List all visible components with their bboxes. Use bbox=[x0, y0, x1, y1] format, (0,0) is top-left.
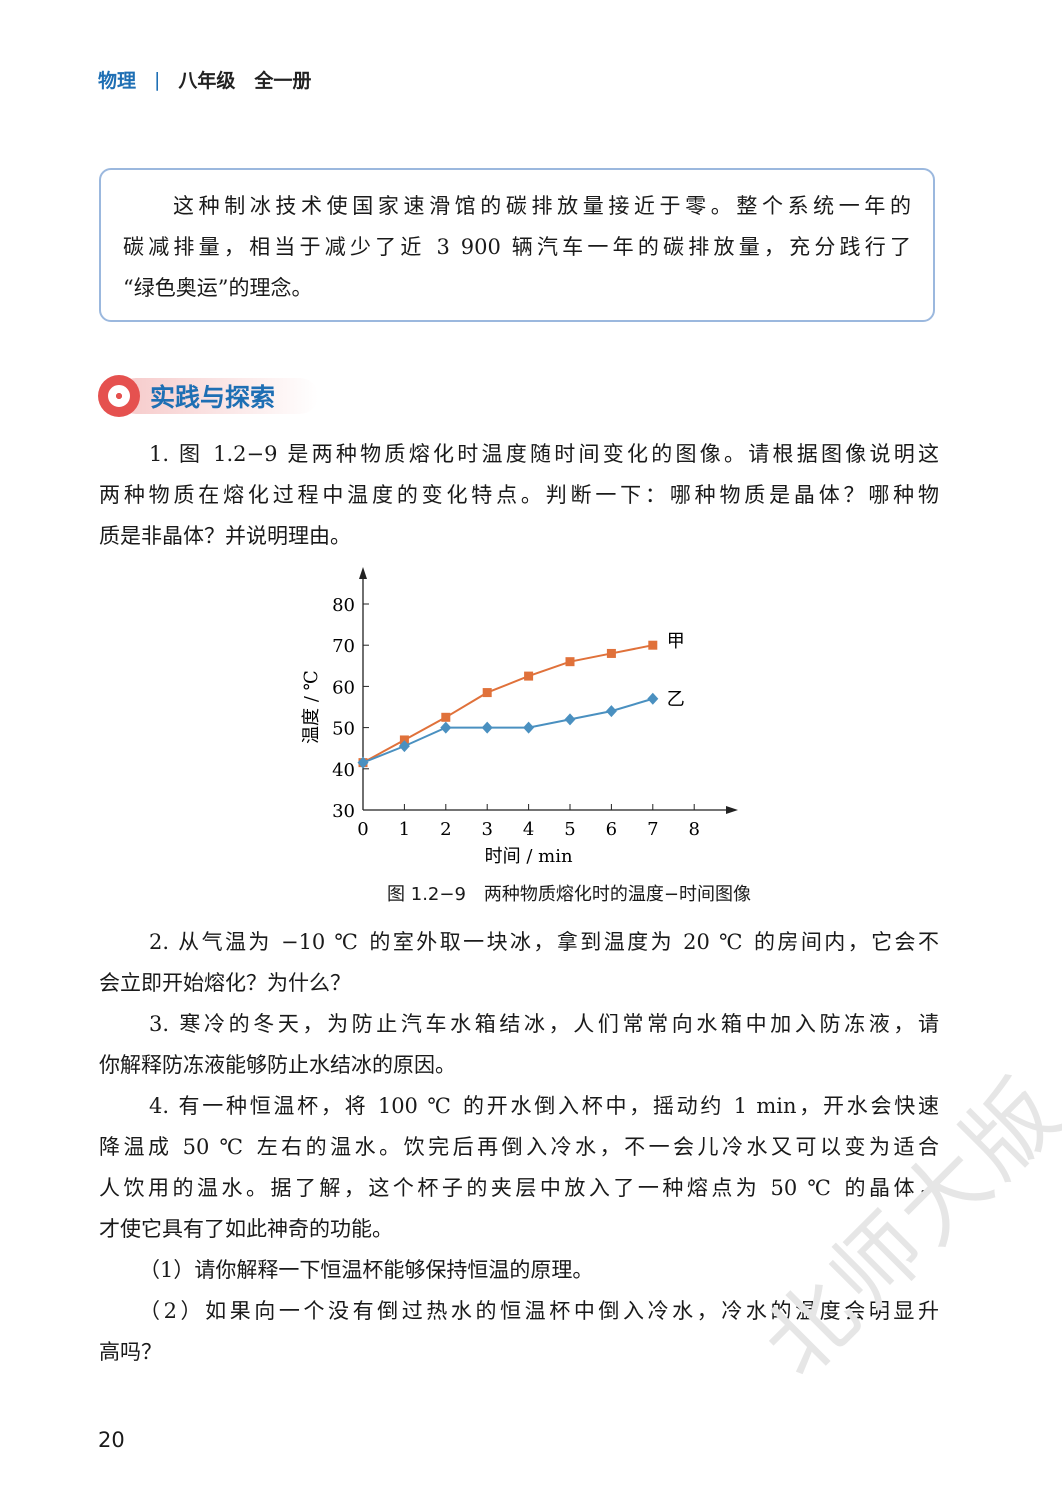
text-line: （2）如果向一个没有倒过热水的恒温杯中倒入冷水，冷水的温度会明显升 bbox=[139, 1299, 939, 1323]
question-2: 2. 从气温为 −10 ℃ 的室外取一块冰，拿到温度为 20 ℃ 的房间内，它会… bbox=[99, 922, 939, 1004]
text-line: 质是非晶体？并说明理由。 bbox=[99, 524, 351, 548]
subject-label: 物理 bbox=[98, 70, 137, 92]
text-line: 3. 寒冷的冬天，为防止汽车水箱结冰，人们常常向水箱中加入防冻液，请 bbox=[149, 1012, 939, 1036]
y-tick-label: 60 bbox=[332, 677, 355, 698]
data-point bbox=[647, 692, 659, 705]
text-line: 2. 从气温为 −10 ℃ 的室外取一块冰，拿到温度为 20 ℃ 的房间内，它会… bbox=[149, 930, 939, 954]
x-tick-label: 5 bbox=[564, 819, 575, 840]
text-line: 降温成 50 ℃ 左右的温水。饮完后再倒入冷水，不一会儿冷水又可以变为适合 bbox=[99, 1135, 939, 1159]
data-point bbox=[481, 721, 493, 734]
data-point bbox=[399, 735, 409, 745]
text-line: 你解释防冻液能够防止水结冰的原因。 bbox=[99, 1053, 456, 1077]
header-separator: | bbox=[154, 68, 161, 91]
question-3: 3. 寒冷的冬天，为防止汽车水箱结冰，人们常常向水箱中加入防冻液，请 你解释防冻… bbox=[99, 1004, 939, 1086]
y-tick-label: 40 bbox=[332, 760, 355, 781]
data-point bbox=[565, 657, 575, 667]
page-number: 20 bbox=[98, 1428, 125, 1452]
data-point bbox=[398, 740, 410, 753]
text-line: 4. 有一种恒温杯，将 100 ℃ 的开水倒入杯中，摇动约 1 min，开水会快… bbox=[149, 1094, 939, 1118]
x-tick-label: 8 bbox=[688, 819, 699, 840]
section-banner bbox=[118, 378, 318, 414]
x-tick-label: 0 bbox=[357, 819, 368, 840]
x-axis-label: 时间 / min bbox=[485, 846, 573, 867]
question-4-1: （1）请你解释一下恒温杯能够保持恒温的原理。 bbox=[99, 1250, 939, 1291]
data-point bbox=[523, 721, 535, 734]
question-4: 4. 有一种恒温杯，将 100 ℃ 的开水倒入杯中，摇动约 1 min，开水会快… bbox=[99, 1086, 939, 1250]
data-point bbox=[606, 648, 616, 658]
target-icon bbox=[98, 375, 140, 417]
x-tick-label: 6 bbox=[606, 819, 617, 840]
question-4-2: （2）如果向一个没有倒过热水的恒温杯中倒入冷水，冷水的温度会明显升 高吗？ bbox=[99, 1291, 939, 1373]
x-axis-arrow-icon bbox=[726, 806, 738, 814]
text-line: 高吗？ bbox=[99, 1340, 162, 1364]
data-point bbox=[648, 640, 658, 650]
series-label: 甲 bbox=[667, 631, 685, 652]
series-line-1 bbox=[362, 697, 654, 764]
y-axis-label: 温度 / ℃ bbox=[301, 670, 322, 744]
y-tick-label: 80 bbox=[332, 595, 355, 616]
data-point bbox=[564, 713, 576, 726]
series-label: 乙 bbox=[667, 689, 685, 710]
temperature-time-chart: 0 1 2 3 4 5 6 7 8 30 40 50 60 70 80 时间 / min 温度 / ℃ 甲乙 bbox=[301, 567, 738, 867]
text-line: （1）请你解释一下恒温杯能够保持恒温的原理。 bbox=[139, 1258, 594, 1282]
y-tick-label: 70 bbox=[332, 636, 355, 657]
y-tick-label: 50 bbox=[332, 719, 355, 740]
text-line: 人饮用的温水。据了解，这个杯子的夹层中放入了一种熔点为 50 ℃ 的晶体， bbox=[99, 1176, 939, 1200]
info-line: 这种制冰技术使国家速滑馆的碳排放量接近于零。整个系统一年的 bbox=[173, 194, 911, 218]
text-line: 会立即开始熔化？为什么？ bbox=[99, 971, 351, 995]
x-tick-label: 4 bbox=[523, 819, 534, 840]
data-point bbox=[440, 721, 452, 734]
text-line: 1. 图 1.2−9 是两种物质熔化时温度随时间变化的图像。请根据图像说明这 bbox=[149, 442, 939, 466]
data-point bbox=[441, 712, 451, 722]
data-point bbox=[357, 756, 369, 769]
grade-label: 八年级 全一册 bbox=[178, 70, 312, 92]
y-axis-arrow-icon bbox=[359, 567, 367, 579]
x-tick-label: 1 bbox=[399, 819, 410, 840]
data-point bbox=[605, 705, 617, 718]
section-title: 实践与探索 bbox=[150, 383, 276, 412]
info-box: 这种制冰技术使国家速滑馆的碳排放量接近于零。整个系统一年的 碳减排量，相当于减少… bbox=[99, 168, 935, 322]
x-tick-label: 3 bbox=[481, 819, 492, 840]
series-line-0 bbox=[362, 644, 653, 764]
y-tick-label: 30 bbox=[332, 801, 355, 822]
info-line: 碳减排量，相当于减少了近 3 900 辆汽车一年的碳排放量，充分践行了 bbox=[123, 235, 911, 259]
text-line: 两种物质在熔化过程中温度的变化特点。判断一下：哪种物质是晶体？哪种物 bbox=[99, 483, 939, 507]
running-header: 物理 | 八年级 全一册 bbox=[98, 66, 311, 93]
section-heading: 实践与探索 bbox=[98, 374, 318, 418]
question-1: 1. 图 1.2−9 是两种物质熔化时温度随时间变化的图像。请根据图像说明这 两… bbox=[99, 434, 939, 557]
data-point bbox=[482, 688, 492, 698]
figure-caption: 图 1.2−9 两种物质熔化时的温度−时间图像 bbox=[387, 884, 751, 905]
data-point bbox=[524, 671, 534, 681]
x-tick-label: 7 bbox=[647, 819, 658, 840]
text-line: 才使它具有了如此神奇的功能。 bbox=[99, 1217, 393, 1241]
info-line: “绿色奥运”的理念。 bbox=[123, 276, 313, 300]
x-tick-label: 2 bbox=[440, 819, 451, 840]
